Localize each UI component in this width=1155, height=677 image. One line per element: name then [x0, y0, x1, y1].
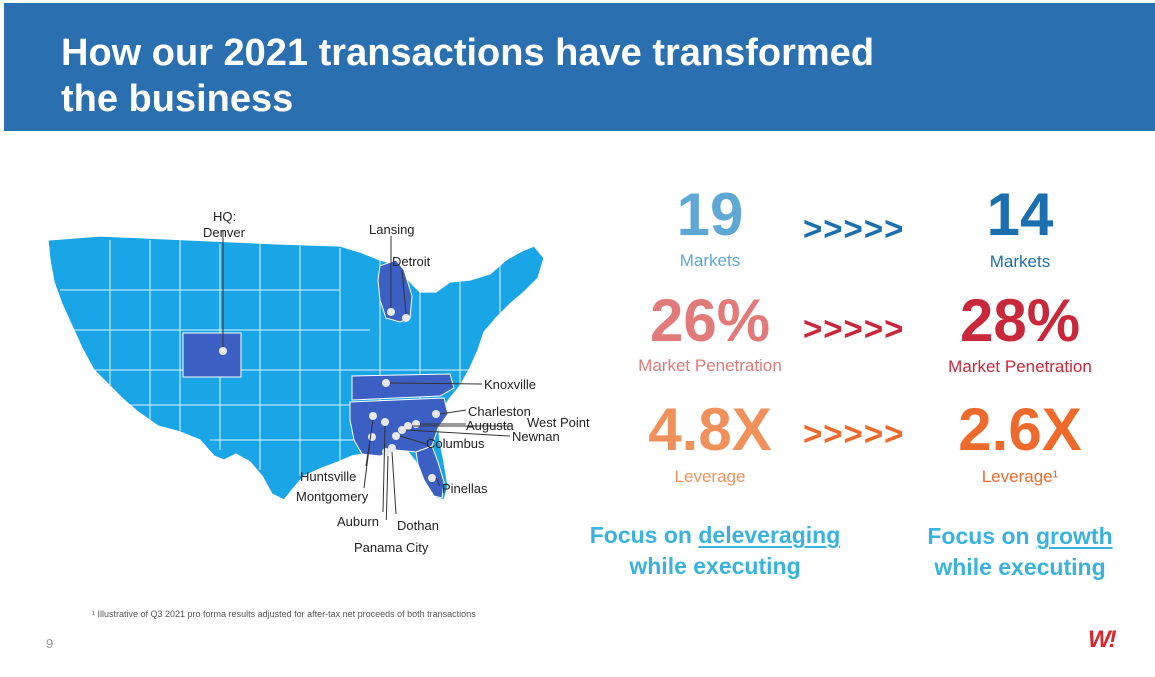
markets-after-value: 14	[986, 181, 1054, 248]
leverage-arrow: >>>>>	[803, 415, 905, 452]
page-title: How our 2021 transactions have transform…	[61, 30, 1061, 122]
focus-left-emph: deleveraging	[698, 522, 841, 548]
label-knoxville: Knoxville	[484, 377, 537, 392]
penetration-arrow: >>>>>	[803, 310, 905, 347]
dot-panama-city	[382, 448, 390, 456]
label-charleston: Charleston	[468, 404, 531, 419]
label-huntsville: Huntsville	[300, 469, 357, 484]
dot-lansing	[387, 308, 395, 316]
leverage-before-label: Leverage	[674, 467, 746, 486]
dot-montgomery	[368, 433, 376, 441]
state-colorado	[182, 332, 242, 378]
dot-charleston	[432, 410, 440, 418]
label-west-point: West Point	[527, 415, 590, 430]
state-tennessee	[351, 373, 455, 401]
us-map-icon	[47, 230, 545, 520]
label-detroit: Detroit	[392, 254, 431, 269]
markets-arrow: >>>>>	[803, 210, 905, 247]
label-lansing: Lansing	[369, 222, 415, 237]
focus-right-prefix: Focus on	[927, 523, 1036, 549]
label-newnan: Newnan	[512, 429, 560, 444]
footnote: ¹ Illustrative of Q3 2021 pro forma resu…	[92, 609, 476, 619]
wow-logo-icon: W!	[1088, 626, 1117, 653]
dot-huntsville	[369, 412, 377, 420]
label-dothan: Dothan	[397, 518, 439, 533]
dot-detroit	[402, 314, 410, 322]
label-montgomery: Montgomery	[296, 489, 369, 504]
penetration-after-label: Market Penetration	[948, 357, 1092, 376]
leverage-before-value: 4.8X	[648, 396, 772, 463]
label-pinellas: Pinellas	[442, 481, 488, 496]
markets-before-label: Markets	[679, 251, 741, 270]
page-number: 9	[46, 636, 54, 651]
focus-left-prefix: Focus on	[589, 522, 699, 548]
us-mainland	[47, 235, 545, 501]
penetration-before-label: Market Penetration	[638, 356, 782, 375]
dot-newnan	[404, 422, 412, 430]
label-panama-city: Panama City	[354, 540, 429, 555]
markets-after-label: Markets	[989, 252, 1051, 271]
title-line-2: the business	[61, 78, 294, 120]
penetration-before-value: 26%	[649, 287, 771, 354]
focus-left-line2: while executing	[629, 553, 801, 579]
title-banner: How our 2021 transactions have transform…	[4, 3, 1155, 131]
dot-denver	[219, 347, 227, 355]
label-hq: HQ:	[213, 209, 237, 224]
leverage-after-value: 2.6X	[958, 396, 1082, 463]
title-line-1: How our 2021 transactions have transform…	[61, 32, 875, 74]
dot-knoxville	[382, 379, 390, 387]
dot-west-point	[398, 426, 406, 434]
focus-right-emph: growth	[1035, 523, 1113, 549]
label-columbus: Columbus	[426, 436, 485, 451]
dot-dothan	[388, 444, 396, 452]
dot-auburn	[381, 418, 389, 426]
focus-growth: Focus on growth while executing	[895, 521, 1145, 583]
dot-augusta	[412, 420, 420, 428]
leverage-after-label: Leverage¹	[981, 467, 1059, 486]
penetration-after-value: 28%	[959, 287, 1081, 354]
label-denver: Denver	[203, 225, 245, 240]
markets-before-value: 19	[676, 181, 744, 248]
label-augusta: Augusta	[466, 418, 514, 433]
focus-deleveraging: Focus on deleveraging while executing	[560, 520, 870, 582]
label-auburn: Auburn	[337, 514, 379, 529]
dot-pinellas	[428, 474, 436, 482]
dot-columbus	[392, 432, 400, 440]
state-florida	[415, 445, 445, 499]
focus-right-line2: while executing	[934, 554, 1106, 580]
leader-lines	[222, 230, 512, 520]
